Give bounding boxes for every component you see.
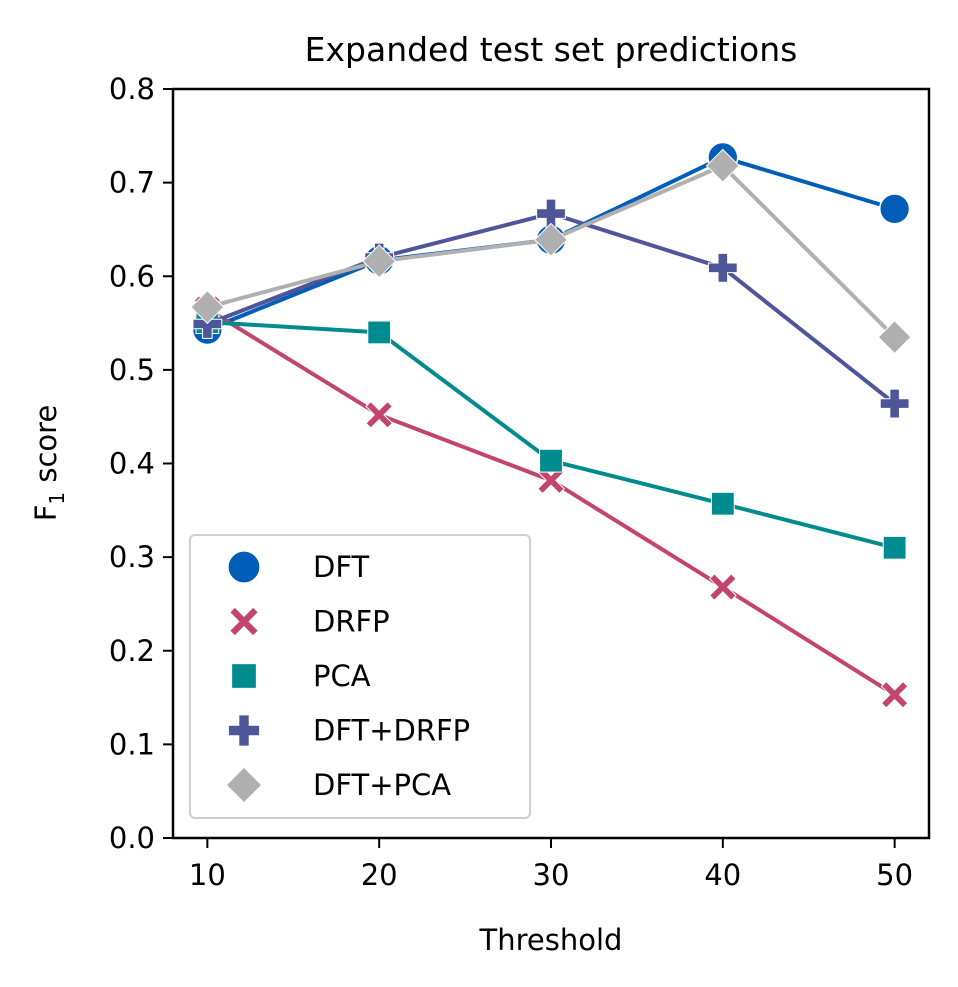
y-tick-label: 0.7: [109, 166, 155, 200]
data-point: [880, 680, 909, 709]
y-tick-label: 0.6: [109, 259, 155, 293]
y-tick-label: 0.0: [109, 821, 155, 855]
x-axis-ticks: 10 20 30 40 50: [189, 838, 913, 892]
data-point: [190, 290, 225, 325]
data-point: [537, 466, 565, 495]
data-point: [362, 244, 397, 279]
y-axis-label-main: F: [29, 505, 63, 522]
y-tick-label: 0.5: [109, 353, 155, 387]
data-point: [708, 573, 737, 601]
y-axis-label: F1 score: [29, 405, 69, 522]
legend-marker: [231, 663, 257, 689]
y-tick-label: 0.1: [109, 727, 155, 761]
y-axis-label-rest: score: [29, 405, 63, 492]
y-tick-label: 0.3: [109, 540, 155, 574]
x-tick-label: 40: [704, 858, 741, 892]
series-pca: [195, 310, 907, 560]
data-point: [879, 193, 911, 225]
legend-marker: [227, 714, 261, 747]
x-tick-label: 50: [876, 858, 913, 892]
data-point: [879, 388, 910, 419]
series-dft-pca: [190, 148, 912, 355]
data-point: [533, 222, 569, 257]
legend-label: DFT+DRFP: [313, 714, 470, 748]
x-tick-label: 30: [533, 858, 570, 892]
legend-marker: [228, 606, 260, 637]
data-point: [705, 148, 740, 183]
legend: DFT DRFP PCA DFT+DRFP DFT+PCA: [189, 534, 531, 819]
y-tick-label: 0.2: [109, 634, 155, 668]
data-point: [539, 448, 563, 473]
legend-label: DFT: [313, 550, 370, 584]
legend-box: [189, 534, 531, 819]
data-point: [877, 320, 912, 355]
series-line: [207, 320, 896, 550]
y-tick-label: 0.8: [109, 72, 155, 106]
legend-label: PCA: [313, 659, 371, 693]
series-layer: [190, 141, 912, 709]
plot-frame: [171, 87, 931, 840]
data-point: [710, 491, 735, 516]
data-point: [707, 252, 738, 283]
legend-marker: [227, 550, 261, 584]
x-tick-label: 10: [189, 858, 226, 892]
y-tick-label: 0.4: [109, 447, 155, 481]
y-axis-label-subscript: 1: [45, 492, 69, 505]
legend-label: DFT+PCA: [313, 768, 451, 802]
chart-title: Expanded test set predictions: [305, 30, 798, 69]
data-point: [367, 320, 392, 345]
data-point: [882, 535, 907, 560]
x-axis-label: Threshold: [479, 923, 623, 957]
legend-label: DRFP: [313, 605, 390, 639]
data-point: [365, 400, 394, 429]
legend-marker: [225, 766, 263, 804]
y-axis-ticks: 0.0 0.1 0.2 0.3 0.4 0.5 0.6 0.7 0.8: [109, 72, 173, 855]
x-tick-label: 20: [361, 858, 398, 892]
